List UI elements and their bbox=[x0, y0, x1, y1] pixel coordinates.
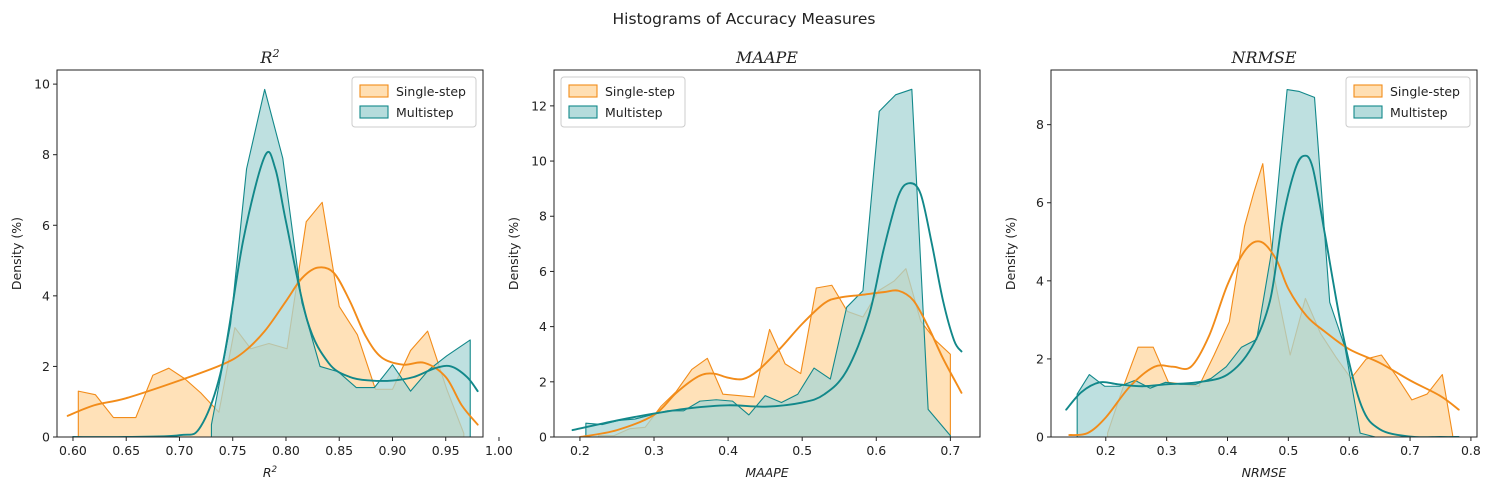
y-tick-label: 0 bbox=[1036, 430, 1044, 445]
x-tick-label: 0.7 bbox=[1400, 443, 1420, 458]
y-tick-label: 12 bbox=[531, 98, 547, 113]
legend-label: Single-step bbox=[396, 84, 466, 99]
y-tick-label: 8 bbox=[539, 209, 547, 224]
single-step-legend-swatch bbox=[1353, 84, 1383, 98]
x-tick-label: 0.3 bbox=[644, 443, 664, 458]
multistep-histogram-area bbox=[1076, 88, 1376, 437]
y-tick-label: 2 bbox=[42, 359, 50, 374]
x-axis-label: NRMSE bbox=[1242, 465, 1287, 480]
chart-panel-1: 0.60 0.65 0.70 0.75 0.80 0.85 0.90 0.95 1.00 0 2 4 6… bbox=[9, 47, 513, 481]
single-step-legend-swatch bbox=[359, 84, 389, 98]
legend-label: Multistep bbox=[396, 105, 454, 120]
chart-panel-2: 0.2 0.3 0.4 0.5 0.6 0.7 0 2 4 6 8 10 12 MAAPE Density … bbox=[506, 48, 981, 480]
single-step-kde-line bbox=[1068, 240, 1460, 437]
y-tick-label: 4 bbox=[42, 288, 50, 303]
y-tick-label: 10 bbox=[531, 154, 547, 169]
y-tick-label: 2 bbox=[539, 374, 547, 389]
y-axis-label: Density (%) bbox=[506, 217, 521, 290]
y-axis-label: Density (%) bbox=[1003, 217, 1018, 290]
legend: Single-step Multistep bbox=[1345, 76, 1471, 128]
single-step-legend-swatch bbox=[568, 84, 598, 98]
multistep-kde-line bbox=[571, 182, 963, 432]
x-tick-label: 0.2 bbox=[570, 443, 590, 458]
x-tick-label: 0.6 bbox=[1339, 443, 1359, 458]
plot-area bbox=[571, 88, 963, 437]
y-tick-label: 6 bbox=[42, 218, 50, 233]
multistep-kde-line bbox=[1065, 154, 1460, 437]
y-tick-label: 4 bbox=[1036, 273, 1044, 288]
y-tick-label: 8 bbox=[42, 147, 50, 162]
legend-label: Multistep bbox=[1390, 105, 1448, 120]
x-tick-label: 0.4 bbox=[718, 443, 738, 458]
y-tick-label: 0 bbox=[539, 430, 547, 445]
legend: Single-step Multistep bbox=[351, 76, 477, 128]
multistep-legend-swatch bbox=[359, 105, 389, 119]
x-tick-label: 0.65 bbox=[112, 443, 140, 458]
single-step-kde-line bbox=[66, 266, 479, 426]
legend-label: Single-step bbox=[605, 84, 675, 99]
legend: Single-step Multistep bbox=[560, 76, 686, 128]
x-tick-label: 0.6 bbox=[866, 443, 886, 458]
chart-panel-3: 0.2 0.3 0.4 0.5 0.6 0.7 0.8 0 2 4 6 8 NRMSE Density (… bbox=[1003, 48, 1481, 480]
y-tick-label: 4 bbox=[539, 319, 547, 334]
axes-frame bbox=[1050, 69, 1478, 438]
panels: 0.60 0.65 0.70 0.75 0.80 0.85 0.90 0.95 1.000246… bbox=[9, 47, 1481, 481]
y-tick-label: 0 bbox=[42, 430, 50, 445]
x-tick-label: 0.5 bbox=[1278, 443, 1298, 458]
plot-area bbox=[1065, 88, 1460, 437]
x-tick-label: 1.00 bbox=[485, 443, 513, 458]
figure-suptitle: Histograms of Accuracy Measures bbox=[613, 10, 876, 28]
y-tick-label: 6 bbox=[1036, 195, 1044, 210]
chart-title: MAAPE bbox=[735, 48, 798, 67]
x-axis-label: MAAPE bbox=[745, 465, 788, 480]
multistep-histogram-area bbox=[585, 88, 951, 437]
x-tick-label: 0.75 bbox=[219, 443, 247, 458]
x-tick-label: 0.3 bbox=[1157, 443, 1177, 458]
x-tick-label: 0.8 bbox=[1461, 443, 1481, 458]
y-tick-label: 8 bbox=[1036, 117, 1044, 132]
chart-title: R2 bbox=[259, 47, 279, 68]
legend-label: Single-step bbox=[1390, 84, 1460, 99]
x-tick-label: 0.2 bbox=[1096, 443, 1116, 458]
multistep-histogram-area bbox=[210, 88, 471, 437]
single-step-kde-line bbox=[578, 289, 963, 437]
x-axis-label: R2 bbox=[263, 465, 278, 480]
x-tick-label: 0.7 bbox=[940, 443, 960, 458]
y-axis-label: Density (%) bbox=[9, 217, 24, 290]
plot-area bbox=[66, 88, 479, 437]
x-tick-label: 0.80 bbox=[272, 443, 300, 458]
axes-frame bbox=[56, 69, 484, 438]
x-tick-label: 0.85 bbox=[325, 443, 353, 458]
chart-title: NRMSE bbox=[1230, 48, 1296, 67]
x-tick-label: 0.70 bbox=[166, 443, 194, 458]
legend-label: Multistep bbox=[605, 105, 663, 120]
multistep-kde-line bbox=[72, 150, 479, 437]
x-tick-label: 0.5 bbox=[792, 443, 812, 458]
multistep-legend-swatch bbox=[1353, 105, 1383, 119]
x-tick-label: 0.4 bbox=[1218, 443, 1238, 458]
y-tick-label: 6 bbox=[539, 264, 547, 279]
y-tick-label: 10 bbox=[34, 77, 50, 92]
multistep-legend-swatch bbox=[568, 105, 598, 119]
x-tick-label: 0.60 bbox=[59, 443, 87, 458]
x-tick-label: 0.95 bbox=[432, 443, 460, 458]
axes-frame bbox=[553, 69, 981, 438]
y-tick-label: 2 bbox=[1036, 351, 1044, 366]
x-tick-label: 0.90 bbox=[379, 443, 407, 458]
